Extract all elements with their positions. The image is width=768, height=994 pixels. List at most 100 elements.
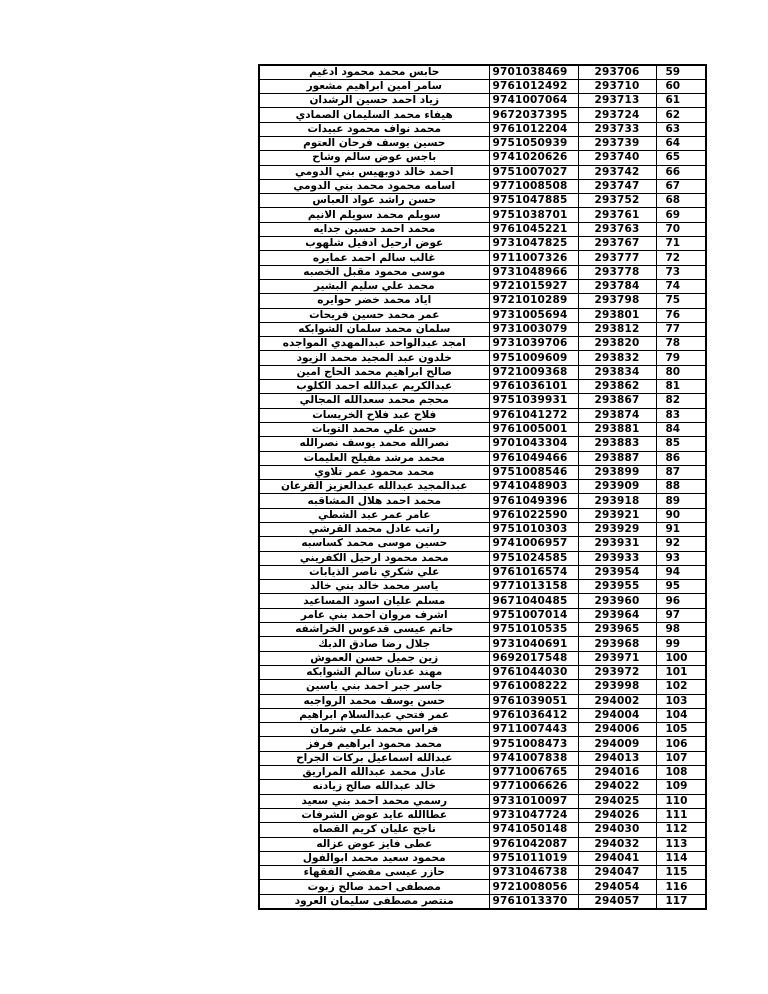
national-id-cell: 9711007326 xyxy=(488,250,579,266)
seq-cell: 96 xyxy=(655,593,707,609)
national-id-cell: 9761005001 xyxy=(488,421,579,438)
serial-cell: 293867 xyxy=(577,393,657,409)
serial-cell: 293929 xyxy=(577,521,657,538)
name-cell: عطى فايز عوض عزاله xyxy=(258,836,490,852)
name-cell: محمد محمود عمر تلاوي xyxy=(258,464,490,481)
table-row: منتصر مصطفى سليمان العرود 9761013370 29405… xyxy=(258,893,707,910)
name-cell: حسن علي محمد التوبات xyxy=(258,421,490,438)
table-row: خالد عبدالله صالح زيادنه 9771006626 294022… xyxy=(258,779,707,795)
name-cell: حسن يوسف محمد الرواجبه xyxy=(258,693,490,709)
serial-cell: 293710 xyxy=(577,78,657,95)
name-cell: فلاح عبد فلاح الخريسات xyxy=(258,407,490,423)
national-id-cell: 9721009368 xyxy=(488,364,579,381)
name-cell: حسين يوسف فرحان العتوم xyxy=(258,135,490,152)
seq-cell: 72 xyxy=(655,250,707,266)
serial-cell: 294002 xyxy=(577,693,657,709)
serial-cell: 294054 xyxy=(577,879,657,895)
table-row: عامر عمر عبد الشطي 9761022590 293921 90 xyxy=(258,507,707,524)
table-row: زين جميل حسن العموش 9692017548 293971 100 xyxy=(258,650,707,666)
table-row: عطى فايز عوض عزاله 9761042087 294032 113 xyxy=(258,836,707,852)
table-row: جاسر جبر احمد بني ياسين 9761008222 293998 1… xyxy=(258,679,707,695)
seq-cell: 68 xyxy=(655,193,707,209)
seq-cell: 85 xyxy=(655,436,707,452)
table-row: محمود سعيد محمد ابوالفول 9751011019 294041… xyxy=(258,850,707,867)
national-id-cell: 9731039706 xyxy=(488,336,579,352)
serial-cell: 293921 xyxy=(577,507,657,524)
table-row: مصطفى احمد صالح زبوت 9721008056 294054 116 xyxy=(258,879,707,895)
national-id-cell: 9751010303 xyxy=(488,521,579,538)
national-id-cell: 9751050939 xyxy=(488,135,579,152)
table-row: حازر عيسى مفضي الفقهاء 9731046738 294047 11… xyxy=(258,865,707,881)
seq-cell: 63 xyxy=(655,121,707,137)
national-id-cell: 9751008546 xyxy=(488,464,579,481)
seq-cell: 82 xyxy=(655,393,707,409)
name-cell: محمد محمود ابراهيم فرفز xyxy=(258,736,490,752)
seq-cell: 103 xyxy=(655,693,707,709)
national-id-cell: 9761022590 xyxy=(488,507,579,524)
table-row: محمد محمود عمر تلاوي 9751008546 293899 87 xyxy=(258,464,707,481)
national-id-cell: 9761045221 xyxy=(488,221,579,238)
national-id-cell: 9761012204 xyxy=(488,121,579,137)
national-id-cell: 9731048966 xyxy=(488,264,579,280)
serial-cell: 294004 xyxy=(577,707,657,724)
seq-cell: 77 xyxy=(655,321,707,338)
national-id-cell: 9672037395 xyxy=(488,107,579,123)
national-id-cell: 9761041272 xyxy=(488,407,579,423)
table-row: محمد نواف محمود عبيدات 9761012204 293733 63 xyxy=(258,121,707,137)
name-cell: محجم محمد سعدالله المجالي xyxy=(258,393,490,409)
table-row: محمد محمود ارحيل الكفريني 9751024585 29393… xyxy=(258,550,707,566)
national-id-cell: 9741006957 xyxy=(488,536,579,552)
national-id-cell: 9761016574 xyxy=(488,564,579,581)
table-row: سلمان محمد سلمان الشوابكه 9731003079 29381… xyxy=(258,321,707,338)
national-id-cell: 9751009609 xyxy=(488,350,579,366)
serial-cell: 293752 xyxy=(577,193,657,209)
seq-cell: 108 xyxy=(655,765,707,781)
table-row: فلاح عبد فلاح الخريسات 9761041272 293874 83 xyxy=(258,407,707,423)
name-cell: حسن راشد عواد العباس xyxy=(258,193,490,209)
seq-cell: 115 xyxy=(655,865,707,881)
name-cell: حابس محمد محمود ادغيم xyxy=(258,64,490,80)
serial-cell: 293784 xyxy=(577,278,657,295)
name-cell: راتب عادل محمد القرشي xyxy=(258,521,490,538)
serial-cell: 294006 xyxy=(577,722,657,738)
serial-cell: 293954 xyxy=(577,564,657,581)
seq-cell: 102 xyxy=(655,679,707,695)
serial-cell: 293798 xyxy=(577,293,657,309)
national-id-cell: 9741048903 xyxy=(488,479,579,495)
name-cell: اياد محمد خضر حوايره xyxy=(258,293,490,309)
name-cell: عادل محمد عبدالله المراريق xyxy=(258,765,490,781)
name-cell: اسامه محمود محمد بني الدومي xyxy=(258,178,490,195)
national-id-cell: 9731047724 xyxy=(488,807,579,824)
national-id-cell: 9751038701 xyxy=(488,207,579,223)
table-row: مهند عدنان سالم الشوابكه 9761044030 293972… xyxy=(258,664,707,681)
seq-cell: 73 xyxy=(655,264,707,280)
national-id-cell: 9761049396 xyxy=(488,493,579,509)
table-row: موسى محمود مقبل الخصبه 9731048966 293778 73 xyxy=(258,264,707,280)
seq-cell: 60 xyxy=(655,78,707,95)
table-row: محجم محمد سعدالله المجالي 9751039931 29386… xyxy=(258,393,707,409)
name-cell: احمد خالد دوبهيس بني الدومي xyxy=(258,164,490,180)
national-id-cell: 9761049466 xyxy=(488,450,579,466)
table-row: محمد محمود ابراهيم فرفز 9751008473 294009 1… xyxy=(258,736,707,752)
national-id-cell: 9761039051 xyxy=(488,693,579,709)
table-row: عطاالله عايد عوض الشرفات 9731047724 294026… xyxy=(258,807,707,824)
table-row: عادل محمد عبدالله المراريق 9771006765 2940… xyxy=(258,765,707,781)
name-cell: حازر عيسى مفضي الفقهاء xyxy=(258,865,490,881)
name-cell: صالح ابراهيم محمد الحاج امين xyxy=(258,364,490,381)
seq-cell: 104 xyxy=(655,707,707,724)
seq-cell: 114 xyxy=(655,850,707,867)
national-id-cell: 9761036412 xyxy=(488,707,579,724)
seq-cell: 61 xyxy=(655,93,707,109)
records-table-body: حابس محمد محمود ادغيم 9701038469 293706 59 س… xyxy=(258,64,707,910)
national-id-cell: 9731010097 xyxy=(488,793,579,809)
name-cell: محمد مرشد مفيلح العليمات xyxy=(258,450,490,466)
national-id-cell: 9751010535 xyxy=(488,622,579,638)
table-row: حسين موسى محمد كساسبه 9741006957 293931 92 xyxy=(258,536,707,552)
serial-cell: 293899 xyxy=(577,464,657,481)
table-row: راتب عادل محمد القرشي 9751010303 293929 91 xyxy=(258,521,707,538)
national-id-cell: 9751007014 xyxy=(488,607,579,624)
seq-cell: 111 xyxy=(655,807,707,824)
table-row: حسن يوسف محمد الرواجبه 9761039051 294002 10… xyxy=(258,693,707,709)
name-cell: باجس عوض سالم وشاح xyxy=(258,150,490,166)
table-row: عبدالمجيد عبدالله عبدالعزيز القرعان 97410… xyxy=(258,479,707,495)
